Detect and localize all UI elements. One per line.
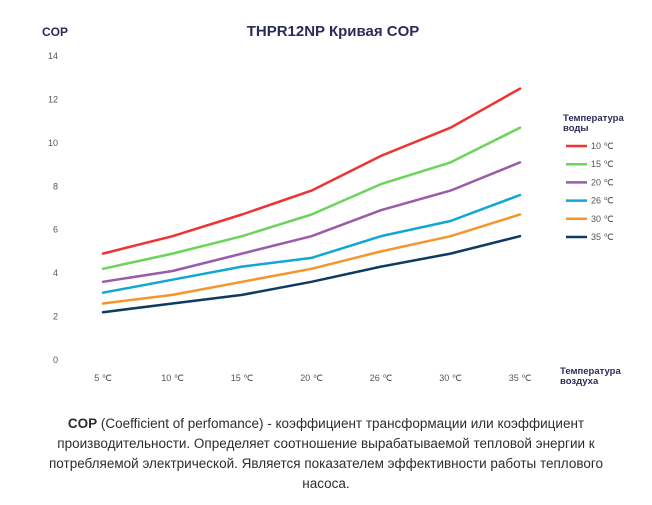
x-axis-label: воздуха <box>560 376 599 387</box>
legend-label: 35 ℃ <box>591 232 614 242</box>
x-tick-label: 20 ℃ <box>300 373 323 383</box>
chart-title: THPR12NP Кривая COP <box>247 23 420 40</box>
legend-title: Температура <box>563 113 624 124</box>
y-axis-label: COP <box>42 25 68 39</box>
legend-label: 26 ℃ <box>591 196 614 206</box>
y-tick-label: 12 <box>48 94 58 104</box>
x-tick-label: 35 ℃ <box>509 373 532 383</box>
series-line <box>101 161 522 284</box>
series-line <box>101 213 522 305</box>
y-tick-label: 8 <box>53 181 58 191</box>
legend-title: воды <box>563 123 589 134</box>
x-tick-label: 15 ℃ <box>231 373 254 383</box>
series-line <box>101 193 522 294</box>
y-tick-label: 14 <box>48 51 58 61</box>
legend-label: 15 ℃ <box>591 159 614 169</box>
cop-term: COP <box>67 416 98 431</box>
x-tick-label: 30 ℃ <box>439 373 462 383</box>
y-tick-label: 4 <box>53 268 58 278</box>
x-tick-label: 5 ℃ <box>94 373 112 383</box>
legend-label: 10 ℃ <box>591 141 614 151</box>
y-tick-label: 10 <box>48 138 58 148</box>
series-line <box>101 126 522 271</box>
x-tick-label: 10 ℃ <box>161 373 184 383</box>
series-line <box>101 234 522 314</box>
legend-label: 20 ℃ <box>591 177 614 187</box>
x-axis-label: Температура <box>560 366 621 377</box>
y-tick-label: 6 <box>53 225 58 235</box>
cop-chart: THPR12NP Кривая COP COP 0 2 4 6 8 10 12 14 5 ℃ 10 ℃… <box>42 23 624 387</box>
y-tick-label: 0 <box>53 355 58 365</box>
cop-definition: (Coefficient of perfomance) - коэффициен… <box>48 416 604 491</box>
legend-label: 30 ℃ <box>591 214 614 224</box>
series-line <box>101 87 522 255</box>
x-tick-label: 26 ℃ <box>370 373 393 383</box>
cop-description: COP (Coefficient of perfomance) - коэффи… <box>40 414 612 494</box>
y-tick-label: 2 <box>53 312 58 322</box>
